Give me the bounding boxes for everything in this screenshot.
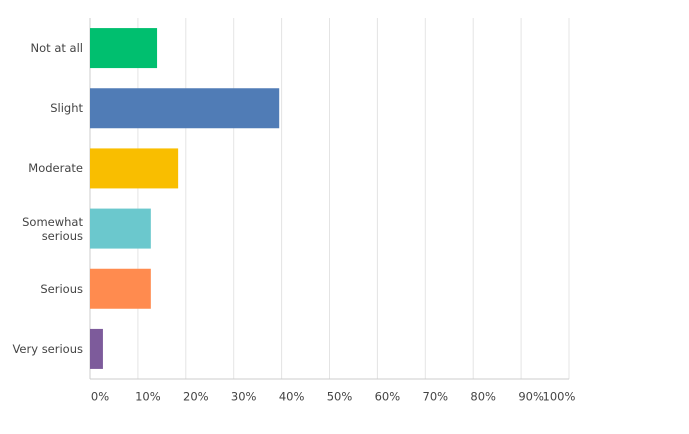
y-tick-label: Moderate [28, 161, 83, 176]
x-tick-label: 50% [327, 390, 353, 404]
bar [90, 268, 151, 309]
x-tick-label: 80% [470, 390, 496, 404]
y-tick-label: Not at all [30, 41, 83, 56]
x-tick-label: 20% [183, 390, 209, 404]
x-tick-label: 90% [518, 390, 544, 404]
bar [90, 28, 158, 69]
bar [90, 328, 103, 369]
x-tick-label: 70% [423, 390, 449, 404]
y-tick-label: Somewhat serious [22, 214, 83, 243]
x-tick-label: 60% [375, 390, 401, 404]
x-tick-label: 10% [135, 390, 161, 404]
y-tick-label: Slight [50, 101, 83, 116]
x-tick-label: 30% [231, 390, 257, 404]
x-tick-label: 40% [279, 390, 305, 404]
y-tick-label: Very serious [12, 341, 83, 356]
bar [90, 208, 151, 249]
y-tick-label: Serious [40, 281, 83, 296]
bar [90, 148, 179, 189]
x-tick-label: 100% [543, 390, 576, 404]
bar [90, 88, 280, 129]
x-tick-label: 0% [91, 390, 109, 404]
